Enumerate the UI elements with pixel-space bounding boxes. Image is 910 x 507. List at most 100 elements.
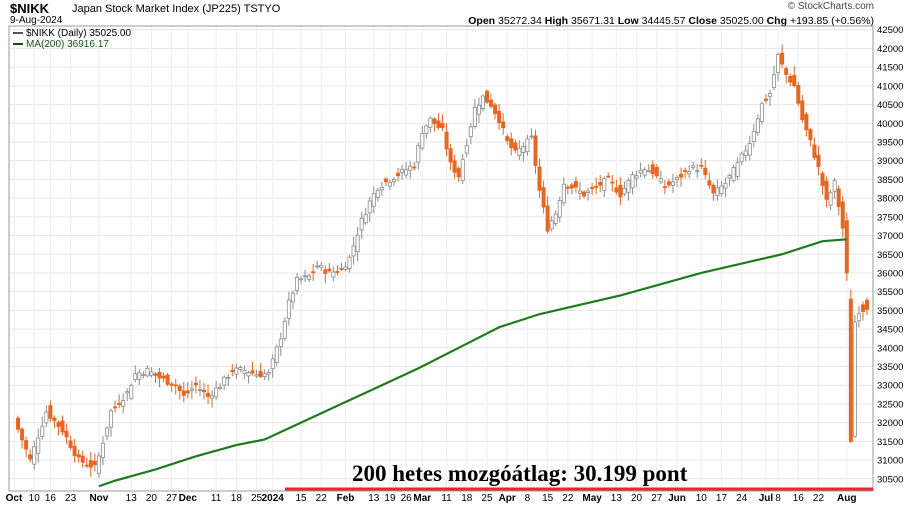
candle-body: [553, 213, 558, 224]
close-value: 35025.00: [719, 15, 764, 27]
y-tick-label: 40000: [877, 119, 903, 130]
candle-body: [282, 320, 287, 339]
x-tick-label: 22: [813, 493, 825, 504]
candle-body: [379, 186, 384, 191]
candle-body: [214, 387, 219, 398]
candle-body: [719, 185, 724, 194]
candle-body: [100, 442, 105, 458]
candle-body: [666, 181, 671, 186]
candle-body: [865, 299, 870, 310]
x-tick-label: 22: [562, 493, 574, 504]
x-tick-label: Jun: [668, 493, 686, 504]
candle-body: [448, 148, 453, 163]
candle-body: [541, 187, 546, 208]
candle-body: [517, 147, 522, 157]
candle-body: [149, 371, 154, 376]
candle-body: [573, 181, 578, 188]
candle-body: [307, 275, 312, 280]
candle-body: [24, 440, 29, 450]
candle-body: [792, 75, 797, 87]
candle-body: [400, 168, 405, 173]
candle-body: [121, 400, 126, 407]
candle-body: [711, 184, 716, 194]
x-tick-label: 15: [542, 493, 554, 504]
x-tick-label: Oct: [6, 493, 23, 504]
candle-body: [141, 374, 146, 376]
candle-body: [157, 371, 162, 379]
close-label: Close: [688, 15, 717, 27]
candle-body: [278, 338, 283, 347]
candle-body: [598, 182, 603, 186]
y-tick-label: 41500: [877, 63, 903, 74]
candle-body: [852, 321, 857, 437]
candle-body: [679, 173, 684, 178]
plot-frame: [8, 25, 874, 492]
candle-body: [606, 175, 611, 178]
candle-body: [420, 133, 425, 149]
candle-body: [432, 118, 437, 125]
candle-body: [614, 187, 619, 193]
candle-body: [816, 154, 821, 168]
y-tick-label: 36000: [877, 268, 903, 279]
candle-body: [460, 159, 465, 181]
candle-body: [299, 278, 304, 281]
legend-ma: MA(200) 36916.17: [13, 39, 109, 50]
x-tick-label: 25: [481, 493, 493, 504]
x-tick-label: Dec: [179, 493, 198, 504]
candle-body: [755, 118, 760, 133]
annotation-text: 200 hetes mozgóátlag: 30.199 pont: [352, 461, 688, 486]
y-tick-label: 42000: [877, 44, 903, 55]
x-tick-label: 10: [29, 493, 41, 504]
candle-body: [856, 313, 861, 322]
candle-body: [723, 182, 728, 189]
candle-body: [582, 191, 587, 197]
y-tick-label: 33500: [877, 362, 903, 373]
candle-body: [258, 370, 263, 377]
candle-body: [537, 166, 542, 191]
candle-body: [662, 186, 667, 188]
x-tick-label: Feb: [337, 493, 355, 504]
y-axis: 30500 31000 31500 32000 32500 33000 33500 34000…: [877, 25, 903, 485]
candle-body: [109, 410, 114, 428]
candle-body: [784, 68, 789, 75]
candle-body: [290, 292, 295, 303]
x-tick-label: 27: [166, 493, 178, 504]
x-tick-label: 27: [651, 493, 663, 504]
candle-body: [177, 385, 182, 392]
copyright[interactable]: © StockCharts.com: [787, 1, 874, 12]
candle-body: [230, 369, 235, 372]
candle-body: [674, 177, 679, 181]
x-tick-label: 25: [251, 493, 263, 504]
index-name-text: Japan Stock Market Index (JP225): [72, 3, 241, 15]
x-tick-label: 13: [126, 493, 138, 504]
candle-body: [456, 168, 461, 178]
candle-body: [347, 256, 352, 269]
candle-body: [125, 391, 130, 394]
candle-body: [489, 99, 494, 107]
candle-body: [476, 104, 481, 115]
candle-body: [493, 104, 498, 115]
candle-body: [238, 367, 243, 370]
candle-body: [565, 186, 570, 189]
legend-ma-label: MA(200) 36916.17: [26, 39, 109, 50]
legend-price-label: $NIKK (Daily) 35025.00: [26, 28, 132, 39]
candle-body: [590, 187, 595, 189]
candle-body: [727, 174, 732, 179]
candle-body: [860, 304, 865, 312]
x-axis: Oct 10 16 23 Nov 13 20 27 Dec 11 18 25 2024 15 22 Feb 13…: [6, 493, 857, 504]
candle-body: [800, 100, 805, 121]
candle-body: [40, 425, 45, 437]
candle-body: [383, 178, 388, 183]
candle-body: [828, 192, 833, 206]
exchange-label: TSTYO: [243, 3, 281, 15]
y-tick-label: 32000: [877, 418, 903, 429]
candle-body: [20, 428, 25, 441]
candle-body: [513, 142, 518, 151]
y-tick-label: 35000: [877, 306, 903, 317]
x-tick-label: 16: [793, 493, 805, 504]
candle-body: [788, 76, 793, 83]
candle-body: [323, 269, 328, 274]
candle-body: [763, 98, 768, 101]
candle-body: [747, 143, 752, 156]
candle-body: [501, 121, 506, 129]
